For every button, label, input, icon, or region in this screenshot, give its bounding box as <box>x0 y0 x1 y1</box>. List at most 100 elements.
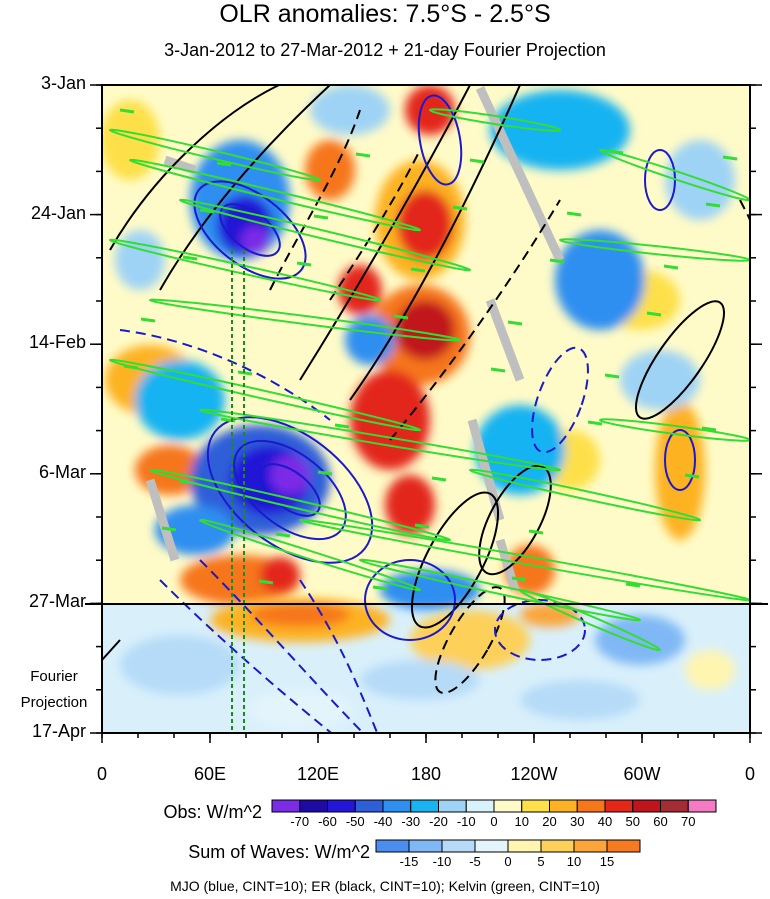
kelvin-dash <box>123 364 139 370</box>
projection-label-1: Fourier <box>30 668 78 685</box>
colorbar-swatch <box>299 799 328 813</box>
colorbar-swatch <box>573 839 608 853</box>
kelvin-dash <box>317 470 333 476</box>
x-tick-label: 120E <box>296 764 340 784</box>
x-tick-label: 60E <box>193 764 227 784</box>
kelvin-dash <box>528 529 544 535</box>
kelvin-dash <box>604 373 620 379</box>
kelvin-contour <box>108 358 422 432</box>
kelvin-dash <box>258 579 274 585</box>
colorbar-swatch <box>410 799 439 813</box>
footnote: MJO (blue, CINT=10); ER (black, CINT=10)… <box>170 878 600 894</box>
kelvin-dash <box>216 161 232 167</box>
kelvin-dash <box>469 158 485 164</box>
colorbar-swatch <box>327 799 356 813</box>
kelvin-dash <box>313 214 329 220</box>
colorbar-tick-label: 60 <box>653 814 668 829</box>
y-tick-label: 24-Jan <box>30 202 86 223</box>
colorbar-swatch <box>540 839 575 853</box>
colorbar-swatch <box>660 799 689 813</box>
colorbar-tick-label: 0 <box>504 854 512 869</box>
colorbar-swatch <box>354 799 384 813</box>
kelvin-contour <box>468 468 702 522</box>
x-tick-label: 0 <box>744 764 756 784</box>
x-tick-label: 180 <box>410 764 442 784</box>
kelvin-dash <box>178 479 194 485</box>
kelvin-dash <box>663 264 679 270</box>
kelvin-contour <box>148 468 452 542</box>
colorbar-tick-label: 15 <box>599 854 615 869</box>
y-tick-label: 17-Apr <box>31 721 86 741</box>
kelvin-dash <box>410 267 426 273</box>
colorbar-tick-label: -20 <box>429 814 448 829</box>
x-tick-label: 0 <box>96 764 108 784</box>
y-tick-label: 3-Jan <box>40 73 86 93</box>
chart-title: OLR anomalies: 7.5°S - 2.5°S <box>219 0 551 28</box>
colorbar-tick-label: 10 <box>514 814 529 829</box>
kelvin-dash <box>414 523 430 529</box>
kelvin-contours <box>108 108 750 652</box>
colorbar-swatch <box>375 839 410 853</box>
colorbar-swatch <box>465 799 495 813</box>
kelvin-dash <box>705 202 721 208</box>
x-tick-label: 60W <box>623 764 661 784</box>
colorbar-swatch <box>576 799 606 813</box>
colorbar-swatch <box>521 799 550 813</box>
obs-colorbar-label: Obs: W/m^2 <box>163 802 262 822</box>
colorbar-swatch <box>493 799 523 813</box>
colorbar-swatch <box>549 799 578 813</box>
kelvin-contour <box>148 298 462 342</box>
kelvin-dash <box>199 208 215 214</box>
kelvin-dash <box>490 367 506 373</box>
er-contours <box>102 85 750 694</box>
chart-subtitle: 3-Jan-2012 to 27-Mar-2012 + 21-day Fouri… <box>164 40 606 60</box>
kelvin-dash <box>608 149 624 155</box>
colorbar-swatch <box>507 839 542 853</box>
kelvin-dash <box>161 526 177 532</box>
colorbar-tick-label: -10 <box>456 814 476 829</box>
plot-area <box>102 85 750 733</box>
colorbar-tick-label: 0 <box>490 814 498 829</box>
colorbar-tick-label: 40 <box>597 814 613 829</box>
kelvin-dash <box>182 255 198 261</box>
kelvin-dash <box>566 211 582 217</box>
colorbar-swatch <box>606 839 641 853</box>
kelvin-dash <box>355 152 371 158</box>
kelvin-dash <box>372 585 388 591</box>
colorbar-tick-label: -30 <box>401 814 421 829</box>
kelvin-contour <box>598 418 750 442</box>
kelvin-dash <box>431 476 447 482</box>
colorbar-tick-label: 20 <box>542 814 557 829</box>
y-tick-label: 27-Mar <box>28 591 86 612</box>
colorbar-swatch <box>441 839 476 853</box>
axis-ticks <box>90 84 762 743</box>
colorbar-tick-label: -10 <box>432 854 452 869</box>
obs-colorbar <box>271 799 717 813</box>
projection-label-2: Projection <box>20 694 88 711</box>
kelvin-contour <box>428 108 562 132</box>
kelvin-dash <box>587 420 603 426</box>
waves-colorbar-label: Sum of Waves: W/m^2 <box>188 842 370 862</box>
colorbar-tick-label: -70 <box>290 814 310 829</box>
colorbar-swatch <box>408 839 443 853</box>
kelvin-dash <box>452 205 468 211</box>
colorbar-tick-label: 30 <box>570 814 585 829</box>
kelvin-dash <box>549 258 565 264</box>
colorbar-swatch <box>474 839 509 853</box>
colorbar-tick-label: -40 <box>373 814 393 829</box>
colorbar-swatch <box>382 799 412 813</box>
kelvin-contour <box>178 198 472 272</box>
colorbar-swatch <box>687 799 717 813</box>
kelvin-dash <box>393 314 409 320</box>
kelvin-contour <box>108 128 322 182</box>
colorbar-tick-label: -15 <box>399 854 419 869</box>
colorbar-tick-label: -5 <box>469 854 481 869</box>
kelvin-contour <box>358 558 642 622</box>
mjo-contours <box>119 94 696 733</box>
colorbar-swatch <box>271 799 301 813</box>
kelvin-dash <box>684 473 700 479</box>
kelvin-contour <box>518 588 662 652</box>
colorbar-swatch <box>438 799 467 813</box>
colorbar-tick-label: 70 <box>681 814 696 829</box>
